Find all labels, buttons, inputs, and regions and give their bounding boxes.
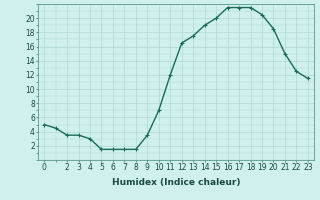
X-axis label: Humidex (Indice chaleur): Humidex (Indice chaleur) — [112, 178, 240, 187]
